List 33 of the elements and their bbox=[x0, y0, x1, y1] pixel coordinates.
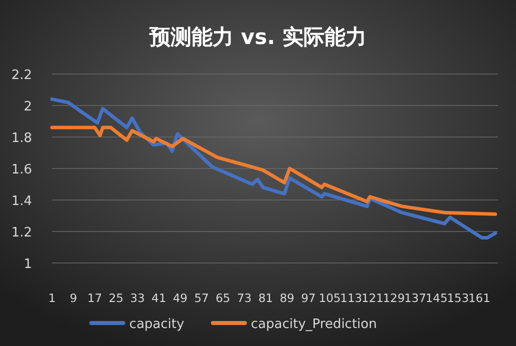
x-tick-label: 57 bbox=[194, 291, 209, 305]
x-tick-label: 9 bbox=[70, 291, 78, 305]
x-tick-label: 41 bbox=[152, 291, 166, 305]
x-tick-label: 1 bbox=[48, 291, 56, 305]
x-tick-label: 17 bbox=[87, 291, 102, 305]
x-tick-label: 113 bbox=[340, 291, 362, 305]
x-tick-label: 105 bbox=[318, 291, 341, 305]
y-tick-label: 1.2 bbox=[11, 226, 32, 240]
x-tick-label: 145 bbox=[426, 291, 448, 305]
y-tick-label: 1 bbox=[24, 257, 32, 272]
legend-label: capacity_Prediction bbox=[250, 317, 377, 332]
legend-label: capacity bbox=[129, 317, 184, 332]
line-series bbox=[50, 97, 498, 240]
x-tick-label: 137 bbox=[404, 291, 426, 305]
x-tick-label: 73 bbox=[236, 291, 252, 305]
y-tick-label: 1.4 bbox=[11, 194, 32, 209]
y-tick-label: 2 bbox=[24, 100, 32, 114]
x-tick-label: 121 bbox=[362, 291, 384, 305]
x-tick-label: 153 bbox=[446, 291, 469, 305]
y-tick-label: 1.8 bbox=[11, 131, 32, 146]
line-series bbox=[50, 126, 498, 216]
y-tick-label: 1.6 bbox=[11, 162, 32, 178]
x-tick-label: 129 bbox=[382, 291, 405, 305]
x-tick-label: 161 bbox=[468, 291, 490, 305]
chart-title: 预测能力 vs. 实际能力 bbox=[148, 25, 366, 49]
y-tick-label: 2.2 bbox=[11, 68, 32, 83]
x-tick-label: 33 bbox=[130, 291, 145, 305]
x-tick-label: 89 bbox=[280, 291, 294, 305]
x-tick-label: 65 bbox=[216, 291, 230, 305]
x-tick-label: 49 bbox=[172, 291, 188, 305]
x-tick-label: 97 bbox=[301, 291, 316, 305]
x-tick-label: 25 bbox=[108, 291, 124, 305]
x-tick-label: 81 bbox=[258, 291, 273, 305]
